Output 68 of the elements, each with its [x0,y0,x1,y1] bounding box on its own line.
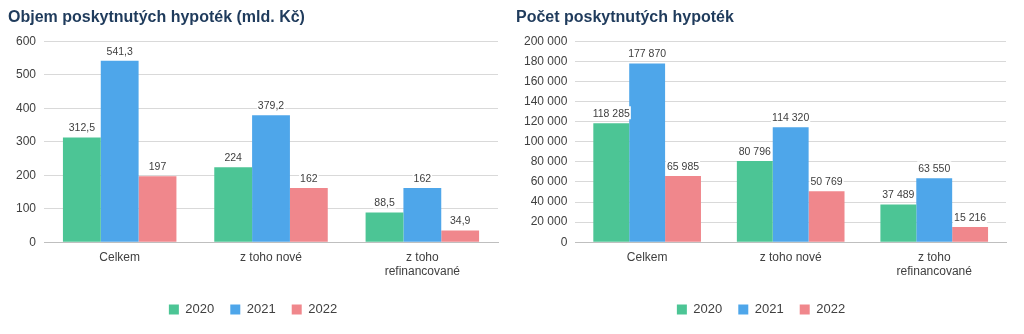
x-tick-label: z toho nové [239,249,303,264]
data-label: 37 489 [882,188,915,201]
y-tick-label: 60 000 [530,174,568,189]
y-tick-label: 100 000 [523,134,568,149]
y-tick-label: 300 [15,134,37,149]
y-tick-label: 600 [15,33,37,48]
y-tick-label: 200 [15,167,37,182]
legend-label: 2020 [693,301,723,317]
bar [138,176,177,242]
bar [252,115,290,242]
x-tick-label: z toho refinancované [384,249,461,279]
data-label: 312,5 [68,121,96,134]
y-tick-label: 0 [560,234,568,249]
data-label: 88,5 [374,196,395,209]
chart-title: Objem poskytnutých hypoték (mld. Kč) [8,8,305,26]
legend-label: 2021 [754,301,784,317]
data-label: 177 870 [628,47,667,60]
y-tick-label: 120 000 [523,113,568,128]
bar [772,127,809,242]
y-tick-label: 0 [29,234,37,249]
x-tick-label: Celkem [99,249,141,264]
y-tick-label: 140 000 [523,93,568,108]
data-label: 114 320 [772,110,810,123]
bar [214,167,253,242]
data-label: 224 [224,150,243,163]
data-label: 50 769 [810,174,843,187]
bar [736,161,773,242]
legend-label: 2022 [816,301,846,317]
y-tick-label: 160 000 [523,73,568,88]
data-label: 34,9 [449,214,471,227]
legend-label: 2022 [308,301,338,317]
y-tick-label: 400 [15,100,37,115]
legend-label: 2020 [185,301,215,317]
y-tick-label: 500 [15,67,37,82]
data-label: 65 985 [666,159,700,172]
data-label: 80 796 [738,144,772,157]
data-label: 197 [148,159,167,172]
bar [403,187,442,242]
data-label: 118 285 [592,106,630,119]
x-tick-label: z toho nové [759,249,823,264]
y-tick-label: 80 000 [530,154,568,169]
bar [916,178,953,242]
chart-title: Počet poskytnutých hypoték [516,8,734,26]
data-label: 541,3 [106,44,133,57]
data-label: 63 550 [918,161,951,174]
y-tick-label: 180 000 [523,53,568,68]
data-label: 15 216 [954,210,987,223]
bar [665,175,701,242]
data-label: 379,2 [257,98,285,111]
bar [365,212,404,242]
y-tick-label: 20 000 [530,214,568,229]
bar [952,226,989,242]
data-label: 162 [413,171,432,184]
bar [808,191,845,242]
data-label: 162 [300,171,318,184]
bar [880,204,917,242]
x-tick-label: z toho refinancované [896,249,973,279]
y-tick-label: 40 000 [530,194,568,209]
bar [629,63,666,242]
bar [62,137,101,242]
y-tick-label: 200 000 [523,33,568,48]
legend-label: 2021 [246,301,276,317]
bar [100,60,139,242]
bar [289,187,328,242]
y-tick-label: 100 [15,201,37,216]
bar [441,230,480,242]
x-tick-label: Celkem [626,249,668,264]
bar [593,123,630,242]
